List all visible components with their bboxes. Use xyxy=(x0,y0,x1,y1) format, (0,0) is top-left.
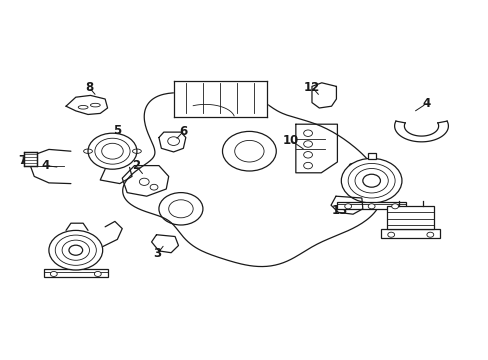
Circle shape xyxy=(367,204,374,209)
Text: 8: 8 xyxy=(85,81,93,94)
Text: 4: 4 xyxy=(422,97,429,110)
Bar xyxy=(337,202,405,209)
Bar xyxy=(381,229,439,238)
Text: 11: 11 xyxy=(396,225,412,238)
Text: 5: 5 xyxy=(113,124,121,137)
Circle shape xyxy=(94,271,101,276)
Bar xyxy=(44,269,107,277)
Circle shape xyxy=(50,271,57,276)
Text: 3: 3 xyxy=(153,247,161,260)
Text: 10: 10 xyxy=(282,134,299,147)
Text: 13: 13 xyxy=(331,204,347,217)
Circle shape xyxy=(344,204,351,209)
Polygon shape xyxy=(394,121,447,142)
Circle shape xyxy=(49,230,102,270)
Circle shape xyxy=(391,204,398,209)
Bar xyxy=(386,206,433,229)
Text: 12: 12 xyxy=(303,81,320,94)
Circle shape xyxy=(426,232,433,237)
Text: 7: 7 xyxy=(19,154,26,167)
Circle shape xyxy=(88,133,137,169)
Text: 2: 2 xyxy=(132,159,140,172)
Circle shape xyxy=(69,245,82,255)
Text: 9: 9 xyxy=(346,162,354,175)
Circle shape xyxy=(341,158,401,203)
Circle shape xyxy=(362,174,380,187)
Bar xyxy=(24,152,37,166)
Text: 6: 6 xyxy=(179,125,187,138)
Polygon shape xyxy=(173,81,266,117)
Text: 4: 4 xyxy=(42,159,50,172)
Text: 1: 1 xyxy=(68,261,76,274)
Polygon shape xyxy=(122,91,382,266)
Circle shape xyxy=(387,232,394,237)
Bar xyxy=(367,153,375,159)
